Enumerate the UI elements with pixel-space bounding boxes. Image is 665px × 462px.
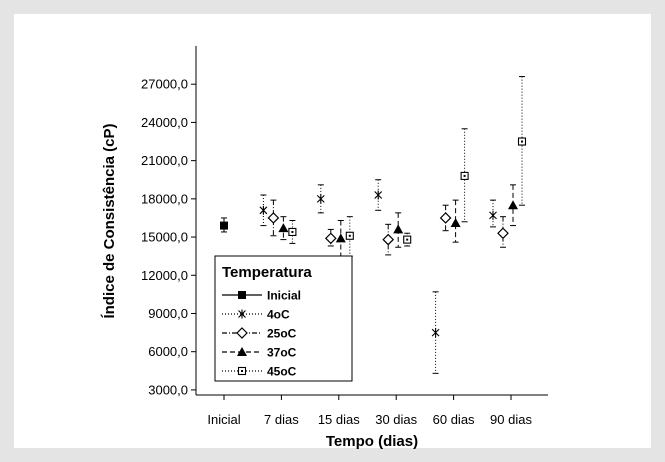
y-ticks: 3000,0 6000,0 9000,0 12000,0 15000,0 18000,0 2… [141,77,196,397]
marker-asterisk [489,210,497,220]
marker-open-square-dot [237,366,247,376]
marker-open-square-dot [288,227,297,237]
legend-box [214,255,353,382]
legend-item: 37oC [222,346,297,360]
data-point [393,212,404,248]
marker-filled-square [220,221,228,230]
x-tick-label: 90 dias [490,412,532,427]
y-tick-label: 6000,0 [148,344,188,359]
marker-asterisk [374,190,383,200]
series-25oC [267,199,509,256]
marker-filled-triangle [237,347,247,356]
marker-filled-triangle [508,200,518,210]
marker-filled-triangle [278,223,289,233]
marker-open-square-dot [460,171,469,180]
series-Inicial [220,217,228,233]
marker-asterisk [259,205,268,215]
data-point [508,184,518,227]
legend-title: Temperatura [222,264,312,281]
data-point [450,199,461,243]
data-point [439,204,452,232]
x-tick-label: 60 dias [433,412,475,427]
y-tick-label: 12000,0 [141,268,188,283]
x-axis-title: Tempo (dias) [326,433,418,450]
y-tick-label: 9000,0 [148,306,188,321]
x-tick-label: 15 dias [318,412,360,427]
series-layer [220,76,527,374]
data-point [288,220,297,244]
marker-asterisk [431,328,440,338]
legend-item: Inicial [222,289,301,303]
marker-filled-triangle [450,218,461,228]
data-point [278,216,289,241]
legend-label: 4oC [267,308,290,322]
marker-open-diamond [236,327,248,339]
marker-open-diamond [439,212,452,224]
data-point [316,184,325,214]
data-point [460,128,469,223]
data-point [517,76,527,206]
marker-filled-triangle [393,224,404,234]
y-tick-label: 18000,0 [141,191,188,206]
legend-label: 37oC [267,346,297,360]
legend-item: 25oC [222,327,297,341]
legend-item: 4oC [222,308,290,322]
marker-open-square-dot [517,137,527,146]
data-point [497,216,509,248]
data-point [374,179,383,211]
x-tick-label: 30 dias [375,412,417,427]
legend-items: Inicial 4oC 25oC 37oC 45oC [222,289,301,379]
data-point [382,223,395,256]
marker-open-diamond [382,233,395,246]
data-point [324,228,337,247]
legend-label: 45oC [267,365,297,379]
data-point [267,199,280,237]
x-tick-label: 7 dias [264,412,299,427]
marker-asterisk [316,194,325,204]
marker-open-diamond [267,212,280,224]
marker-open-diamond [324,232,337,245]
y-axis-title: Índice de Consistência (cP) [101,123,118,318]
data-point [431,291,440,374]
marker-filled-square [238,291,246,299]
data-point [403,232,412,247]
legend-label: 25oC [267,327,297,341]
marker-asterisk [238,309,246,319]
y-tick-label: 15000,0 [141,230,188,245]
series-4oC [259,179,497,374]
legend-label: Inicial [267,289,301,303]
y-tick-label: 21000,0 [141,153,188,168]
legend-item: 45oC [222,365,297,379]
y-tick-label: 27000,0 [141,77,188,92]
marker-open-square-dot [345,231,354,240]
plot-area: 3000,0 6000,0 9000,0 12000,0 15000,0 18000,0 2… [141,46,548,427]
data-point [259,194,268,227]
legend: Temperatura Inicial 4oC 25oC 37oC 45oC [214,255,353,382]
series-45oC [288,76,527,257]
marker-open-diamond [497,227,509,240]
y-tick-label: 24000,0 [141,115,188,130]
data-point [220,217,228,233]
series-37oC [278,184,518,258]
x-ticks: Inicial 7 dias 15 dias 30 dias 60 dias 90 dia… [207,395,532,427]
y-tick-label: 3000,0 [148,382,188,397]
marker-open-square-dot [403,235,412,244]
x-tick-label: Inicial [207,412,240,427]
marker-filled-triangle [335,233,346,243]
data-point [489,199,497,228]
